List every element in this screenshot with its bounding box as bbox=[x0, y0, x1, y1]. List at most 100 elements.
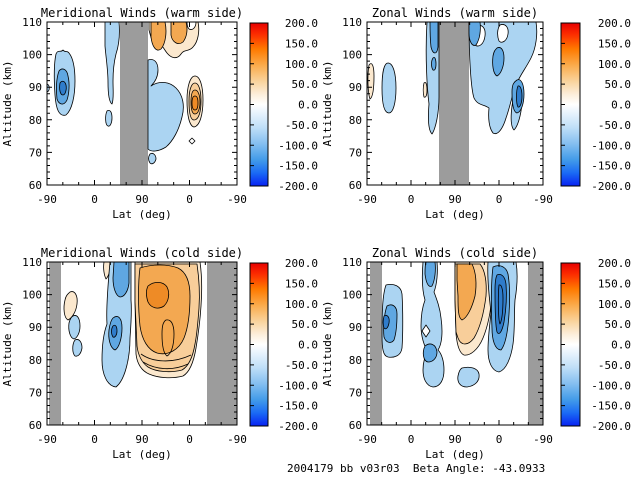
x-axis-label: Lat (deg) bbox=[112, 208, 172, 221]
y-tick-label: 90 bbox=[349, 321, 362, 334]
contour-region bbox=[138, 264, 191, 355]
contour-region bbox=[112, 262, 130, 298]
colorbar-label: -50.0 bbox=[285, 359, 318, 372]
colorbar-label: -100.0 bbox=[278, 379, 318, 392]
colorbar-label: 100.0 bbox=[598, 298, 631, 311]
y-tick-label: 100 bbox=[22, 49, 42, 62]
panel-meridional-warm: Meridional Winds (warm side) -90 0 90 0 -90 La… bbox=[1, 6, 319, 221]
no-data-band bbox=[120, 22, 148, 185]
colorbar-label: 50.0 bbox=[605, 78, 632, 91]
colorbar-label: 100.0 bbox=[285, 58, 318, 71]
colorbar-label: 50.0 bbox=[292, 78, 319, 91]
colorbar-label: -150.0 bbox=[278, 400, 318, 413]
x-tick-label: -90 bbox=[357, 193, 377, 206]
colorbar-label: 200.0 bbox=[598, 257, 631, 270]
y-tick-label: 90 bbox=[29, 321, 42, 334]
contour-region bbox=[421, 324, 431, 338]
contour-region bbox=[424, 262, 436, 287]
contour-region bbox=[146, 281, 170, 309]
y-tick-label: 80 bbox=[29, 114, 42, 127]
no-data-band bbox=[207, 262, 237, 425]
panel-title: Zonal Winds (warm side) bbox=[372, 6, 538, 20]
colorbar-ticks bbox=[250, 42, 254, 167]
y-tick-label: 80 bbox=[349, 354, 362, 367]
colorbar-label: 50.0 bbox=[605, 318, 632, 331]
contour-region bbox=[111, 324, 118, 338]
contour-region bbox=[429, 22, 439, 54]
panel-title: Zonal Winds (cold side) bbox=[372, 246, 538, 260]
axis-ticks bbox=[366, 21, 544, 186]
contour-region bbox=[188, 137, 196, 145]
x-tick-label: 90 bbox=[448, 193, 461, 206]
y-tick-label: 110 bbox=[22, 16, 42, 29]
y-axis-label: Altitude (km) bbox=[1, 300, 14, 386]
x-tick-label: 0 bbox=[408, 433, 415, 446]
x-tick-label: -90 bbox=[227, 433, 247, 446]
contour-region bbox=[422, 82, 428, 98]
contour-region bbox=[516, 85, 523, 108]
colorbar-label: 150.0 bbox=[598, 37, 631, 50]
colorbar-label: -100.0 bbox=[591, 139, 631, 152]
y-tick-label: 60 bbox=[349, 419, 362, 432]
colorbar-label: -150.0 bbox=[591, 160, 631, 173]
colorbar-label: -150.0 bbox=[278, 160, 318, 173]
contour-region bbox=[170, 22, 188, 44]
panel-zonal-warm: Zonal Winds (warm side) -90 0 90 0 -90 Lat (de… bbox=[321, 6, 632, 221]
colorbar-label: 0.0 bbox=[298, 339, 318, 352]
y-tick-label: 100 bbox=[342, 289, 362, 302]
x-tick-label: 90 bbox=[135, 193, 148, 206]
axis-ticks bbox=[366, 261, 544, 426]
colorbar-label: -150.0 bbox=[591, 400, 631, 413]
contour-region bbox=[68, 315, 81, 340]
contour-region bbox=[147, 59, 184, 152]
colorbar-label: 200.0 bbox=[598, 17, 631, 30]
y-tick-label: 60 bbox=[29, 179, 42, 192]
contour-region bbox=[191, 95, 199, 111]
y-tick-label: 60 bbox=[29, 419, 42, 432]
y-tick-label: 90 bbox=[349, 81, 362, 94]
x-tick-label: -90 bbox=[533, 433, 553, 446]
colorbar-label: -200.0 bbox=[278, 420, 318, 433]
colorbar-ticks bbox=[561, 42, 565, 167]
y-tick-label: 70 bbox=[29, 386, 42, 399]
y-axis-label: Altitude (km) bbox=[1, 60, 14, 146]
colorbar-label: 150.0 bbox=[285, 277, 318, 290]
x-tick-label: 0 bbox=[408, 193, 415, 206]
y-axis-label: Altitude (km) bbox=[321, 300, 334, 386]
contour-region bbox=[104, 22, 120, 105]
x-tick-label: -90 bbox=[533, 193, 553, 206]
colorbar-label: 200.0 bbox=[285, 257, 318, 270]
x-tick-label: -90 bbox=[227, 193, 247, 206]
contour-region bbox=[492, 47, 505, 77]
y-tick-label: 110 bbox=[342, 256, 362, 269]
no-data-band bbox=[439, 22, 469, 185]
contour-region bbox=[142, 361, 189, 370]
contour-region bbox=[150, 22, 167, 51]
y-tick-label: 100 bbox=[342, 49, 362, 62]
colorbar-label: 0.0 bbox=[298, 99, 318, 112]
colorbar-label: 200.0 bbox=[285, 17, 318, 30]
contour-region bbox=[59, 80, 67, 96]
x-axis-label: Lat (deg) bbox=[112, 448, 172, 461]
y-axis-label: Altitude (km) bbox=[321, 60, 334, 146]
colorbar-label: -200.0 bbox=[591, 420, 631, 433]
y-tick-label: 80 bbox=[349, 114, 362, 127]
x-axis-label: Lat (deg) bbox=[425, 448, 485, 461]
y-tick-label: 60 bbox=[349, 179, 362, 192]
contour-region bbox=[381, 62, 397, 114]
colorbar-label: -100.0 bbox=[278, 139, 318, 152]
colorbar-label: 150.0 bbox=[285, 37, 318, 50]
contour-region bbox=[140, 353, 192, 362]
contour-region bbox=[367, 63, 375, 100]
panel-zonal-cold: Zonal Winds (cold side) -90 0 90 0 -90 Lat (de… bbox=[321, 246, 632, 461]
panel-title: Meridional Winds (cold side) bbox=[41, 246, 243, 260]
no-data-band bbox=[370, 262, 382, 425]
y-tick-label: 90 bbox=[29, 81, 42, 94]
colorbar-ticks bbox=[561, 282, 565, 407]
colorbar-label: -50.0 bbox=[598, 119, 631, 132]
colorbar-label: -200.0 bbox=[591, 180, 631, 193]
contour-region bbox=[72, 339, 83, 357]
no-data-band bbox=[49, 262, 61, 425]
x-tick-label: 0 bbox=[91, 433, 98, 446]
